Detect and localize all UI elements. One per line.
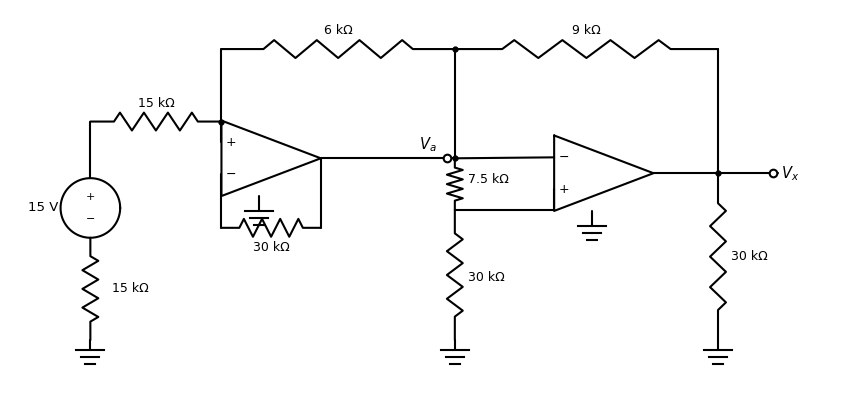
Text: +: + — [86, 192, 95, 202]
Text: 15 V: 15 V — [28, 202, 58, 214]
Text: 30 kΩ: 30 kΩ — [468, 272, 505, 285]
Text: 15 kΩ: 15 kΩ — [138, 97, 174, 110]
Text: −: − — [226, 168, 237, 181]
Text: 6 kΩ: 6 kΩ — [324, 24, 352, 37]
Text: 7.5 kΩ: 7.5 kΩ — [468, 172, 509, 186]
Text: +: + — [226, 136, 237, 149]
Text: $V_a$: $V_a$ — [419, 136, 437, 154]
Text: 30 kΩ: 30 kΩ — [253, 241, 289, 254]
Text: −: − — [559, 151, 569, 164]
Text: 9 kΩ: 9 kΩ — [572, 24, 601, 37]
Text: 15 kΩ: 15 kΩ — [112, 283, 149, 295]
Text: 30 kΩ: 30 kΩ — [731, 250, 768, 263]
Text: −: − — [86, 214, 95, 224]
Text: $V_x$: $V_x$ — [781, 164, 799, 183]
Text: +: + — [559, 183, 569, 195]
